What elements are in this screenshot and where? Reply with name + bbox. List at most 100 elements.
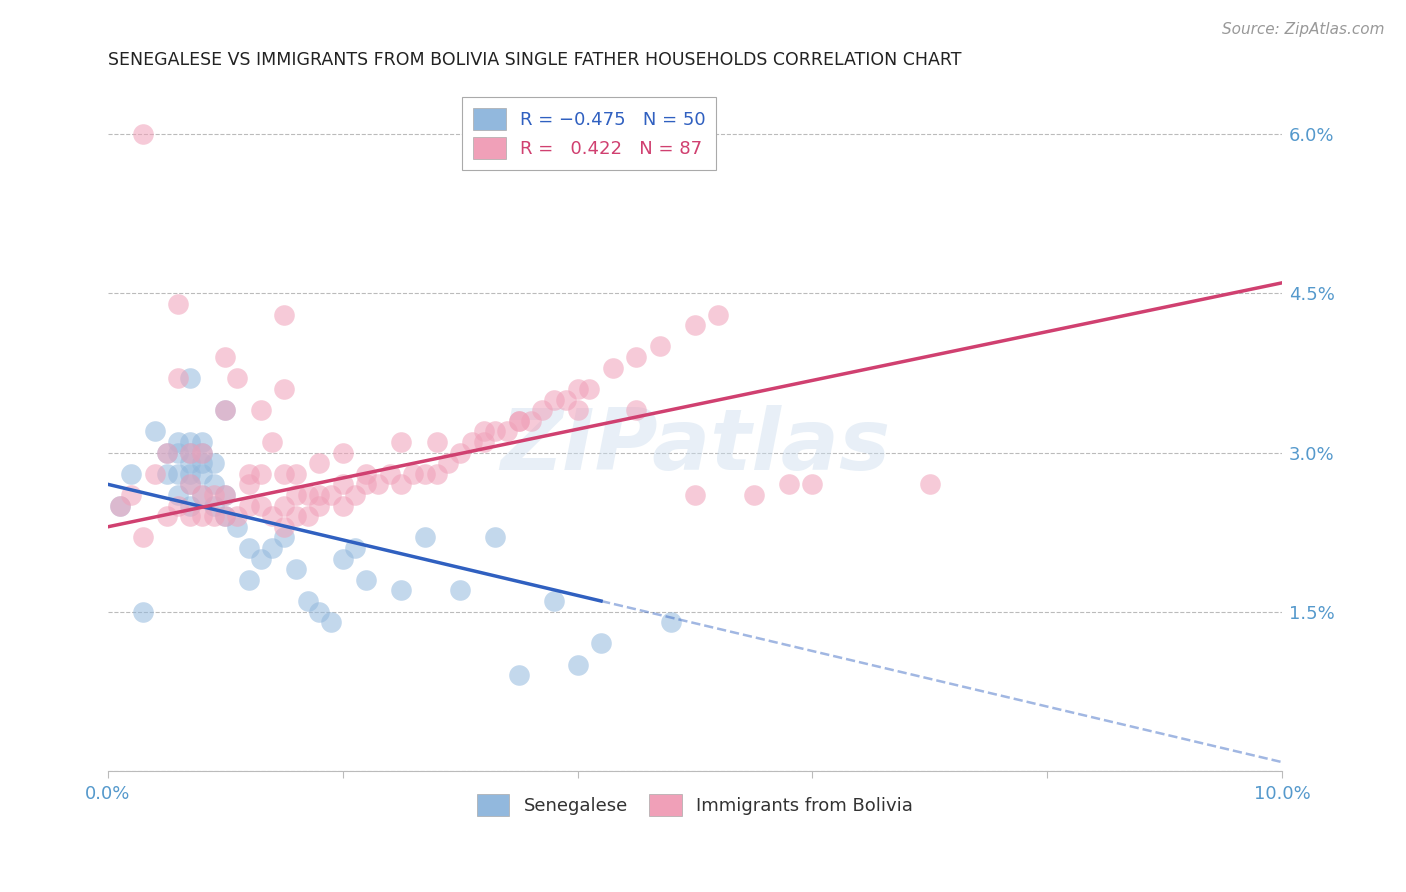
Point: [262, 509, 284, 524]
Point: [354, 573, 377, 587]
Point: [156, 467, 179, 481]
Point: [167, 499, 190, 513]
Point: [343, 488, 366, 502]
Point: [226, 520, 249, 534]
Point: [683, 488, 706, 502]
Point: [391, 477, 413, 491]
Point: [132, 605, 155, 619]
Point: [284, 509, 307, 524]
Point: [214, 403, 236, 417]
Point: [343, 541, 366, 555]
Point: [249, 551, 271, 566]
Point: [332, 477, 354, 491]
Point: [108, 499, 131, 513]
Point: [214, 403, 236, 417]
Point: [249, 467, 271, 481]
Point: [202, 456, 225, 470]
Point: [167, 488, 190, 502]
Point: [156, 509, 179, 524]
Point: [413, 467, 436, 481]
Point: [449, 583, 471, 598]
Point: [297, 488, 319, 502]
Point: [508, 414, 530, 428]
Point: [179, 477, 201, 491]
Point: [179, 445, 201, 459]
Point: [519, 414, 541, 428]
Point: [273, 499, 295, 513]
Point: [179, 499, 201, 513]
Point: [132, 530, 155, 544]
Point: [332, 445, 354, 459]
Point: [179, 467, 201, 481]
Point: [226, 371, 249, 385]
Point: [319, 615, 342, 630]
Point: [143, 425, 166, 439]
Point: [308, 456, 330, 470]
Point: [567, 657, 589, 672]
Point: [273, 467, 295, 481]
Point: [554, 392, 576, 407]
Point: [297, 509, 319, 524]
Point: [202, 488, 225, 502]
Text: ZIPatlas: ZIPatlas: [501, 405, 890, 488]
Point: [778, 477, 800, 491]
Point: [179, 509, 201, 524]
Point: [214, 488, 236, 502]
Point: [249, 403, 271, 417]
Point: [191, 445, 214, 459]
Point: [707, 308, 730, 322]
Point: [191, 456, 214, 470]
Point: [156, 445, 179, 459]
Point: [167, 445, 190, 459]
Point: [661, 615, 683, 630]
Legend: Senegalese, Immigrants from Bolivia: Senegalese, Immigrants from Bolivia: [470, 788, 921, 823]
Point: [543, 594, 565, 608]
Point: [167, 297, 190, 311]
Point: [461, 434, 484, 449]
Point: [683, 318, 706, 333]
Point: [402, 467, 425, 481]
Point: [508, 668, 530, 682]
Point: [472, 425, 495, 439]
Point: [391, 583, 413, 598]
Point: [308, 499, 330, 513]
Point: [226, 509, 249, 524]
Point: [202, 509, 225, 524]
Point: [179, 371, 201, 385]
Point: [191, 509, 214, 524]
Point: [567, 382, 589, 396]
Point: [308, 605, 330, 619]
Point: [238, 499, 260, 513]
Text: SENEGALESE VS IMMIGRANTS FROM BOLIVIA SINGLE FATHER HOUSEHOLDS CORRELATION CHART: SENEGALESE VS IMMIGRANTS FROM BOLIVIA SI…: [108, 51, 962, 69]
Point: [249, 499, 271, 513]
Point: [484, 425, 506, 439]
Point: [284, 488, 307, 502]
Point: [543, 392, 565, 407]
Point: [284, 467, 307, 481]
Point: [238, 467, 260, 481]
Point: [626, 403, 648, 417]
Point: [191, 488, 214, 502]
Point: [391, 434, 413, 449]
Point: [742, 488, 765, 502]
Point: [167, 467, 190, 481]
Point: [589, 636, 612, 650]
Point: [167, 434, 190, 449]
Point: [472, 434, 495, 449]
Text: Source: ZipAtlas.com: Source: ZipAtlas.com: [1222, 22, 1385, 37]
Point: [167, 371, 190, 385]
Point: [626, 350, 648, 364]
Point: [426, 434, 449, 449]
Point: [648, 339, 671, 353]
Point: [202, 499, 225, 513]
Point: [262, 541, 284, 555]
Point: [214, 509, 236, 524]
Point: [531, 403, 554, 417]
Point: [602, 360, 624, 375]
Point: [214, 509, 236, 524]
Point: [367, 477, 389, 491]
Point: [437, 456, 460, 470]
Point: [179, 434, 201, 449]
Point: [426, 467, 449, 481]
Point: [273, 530, 295, 544]
